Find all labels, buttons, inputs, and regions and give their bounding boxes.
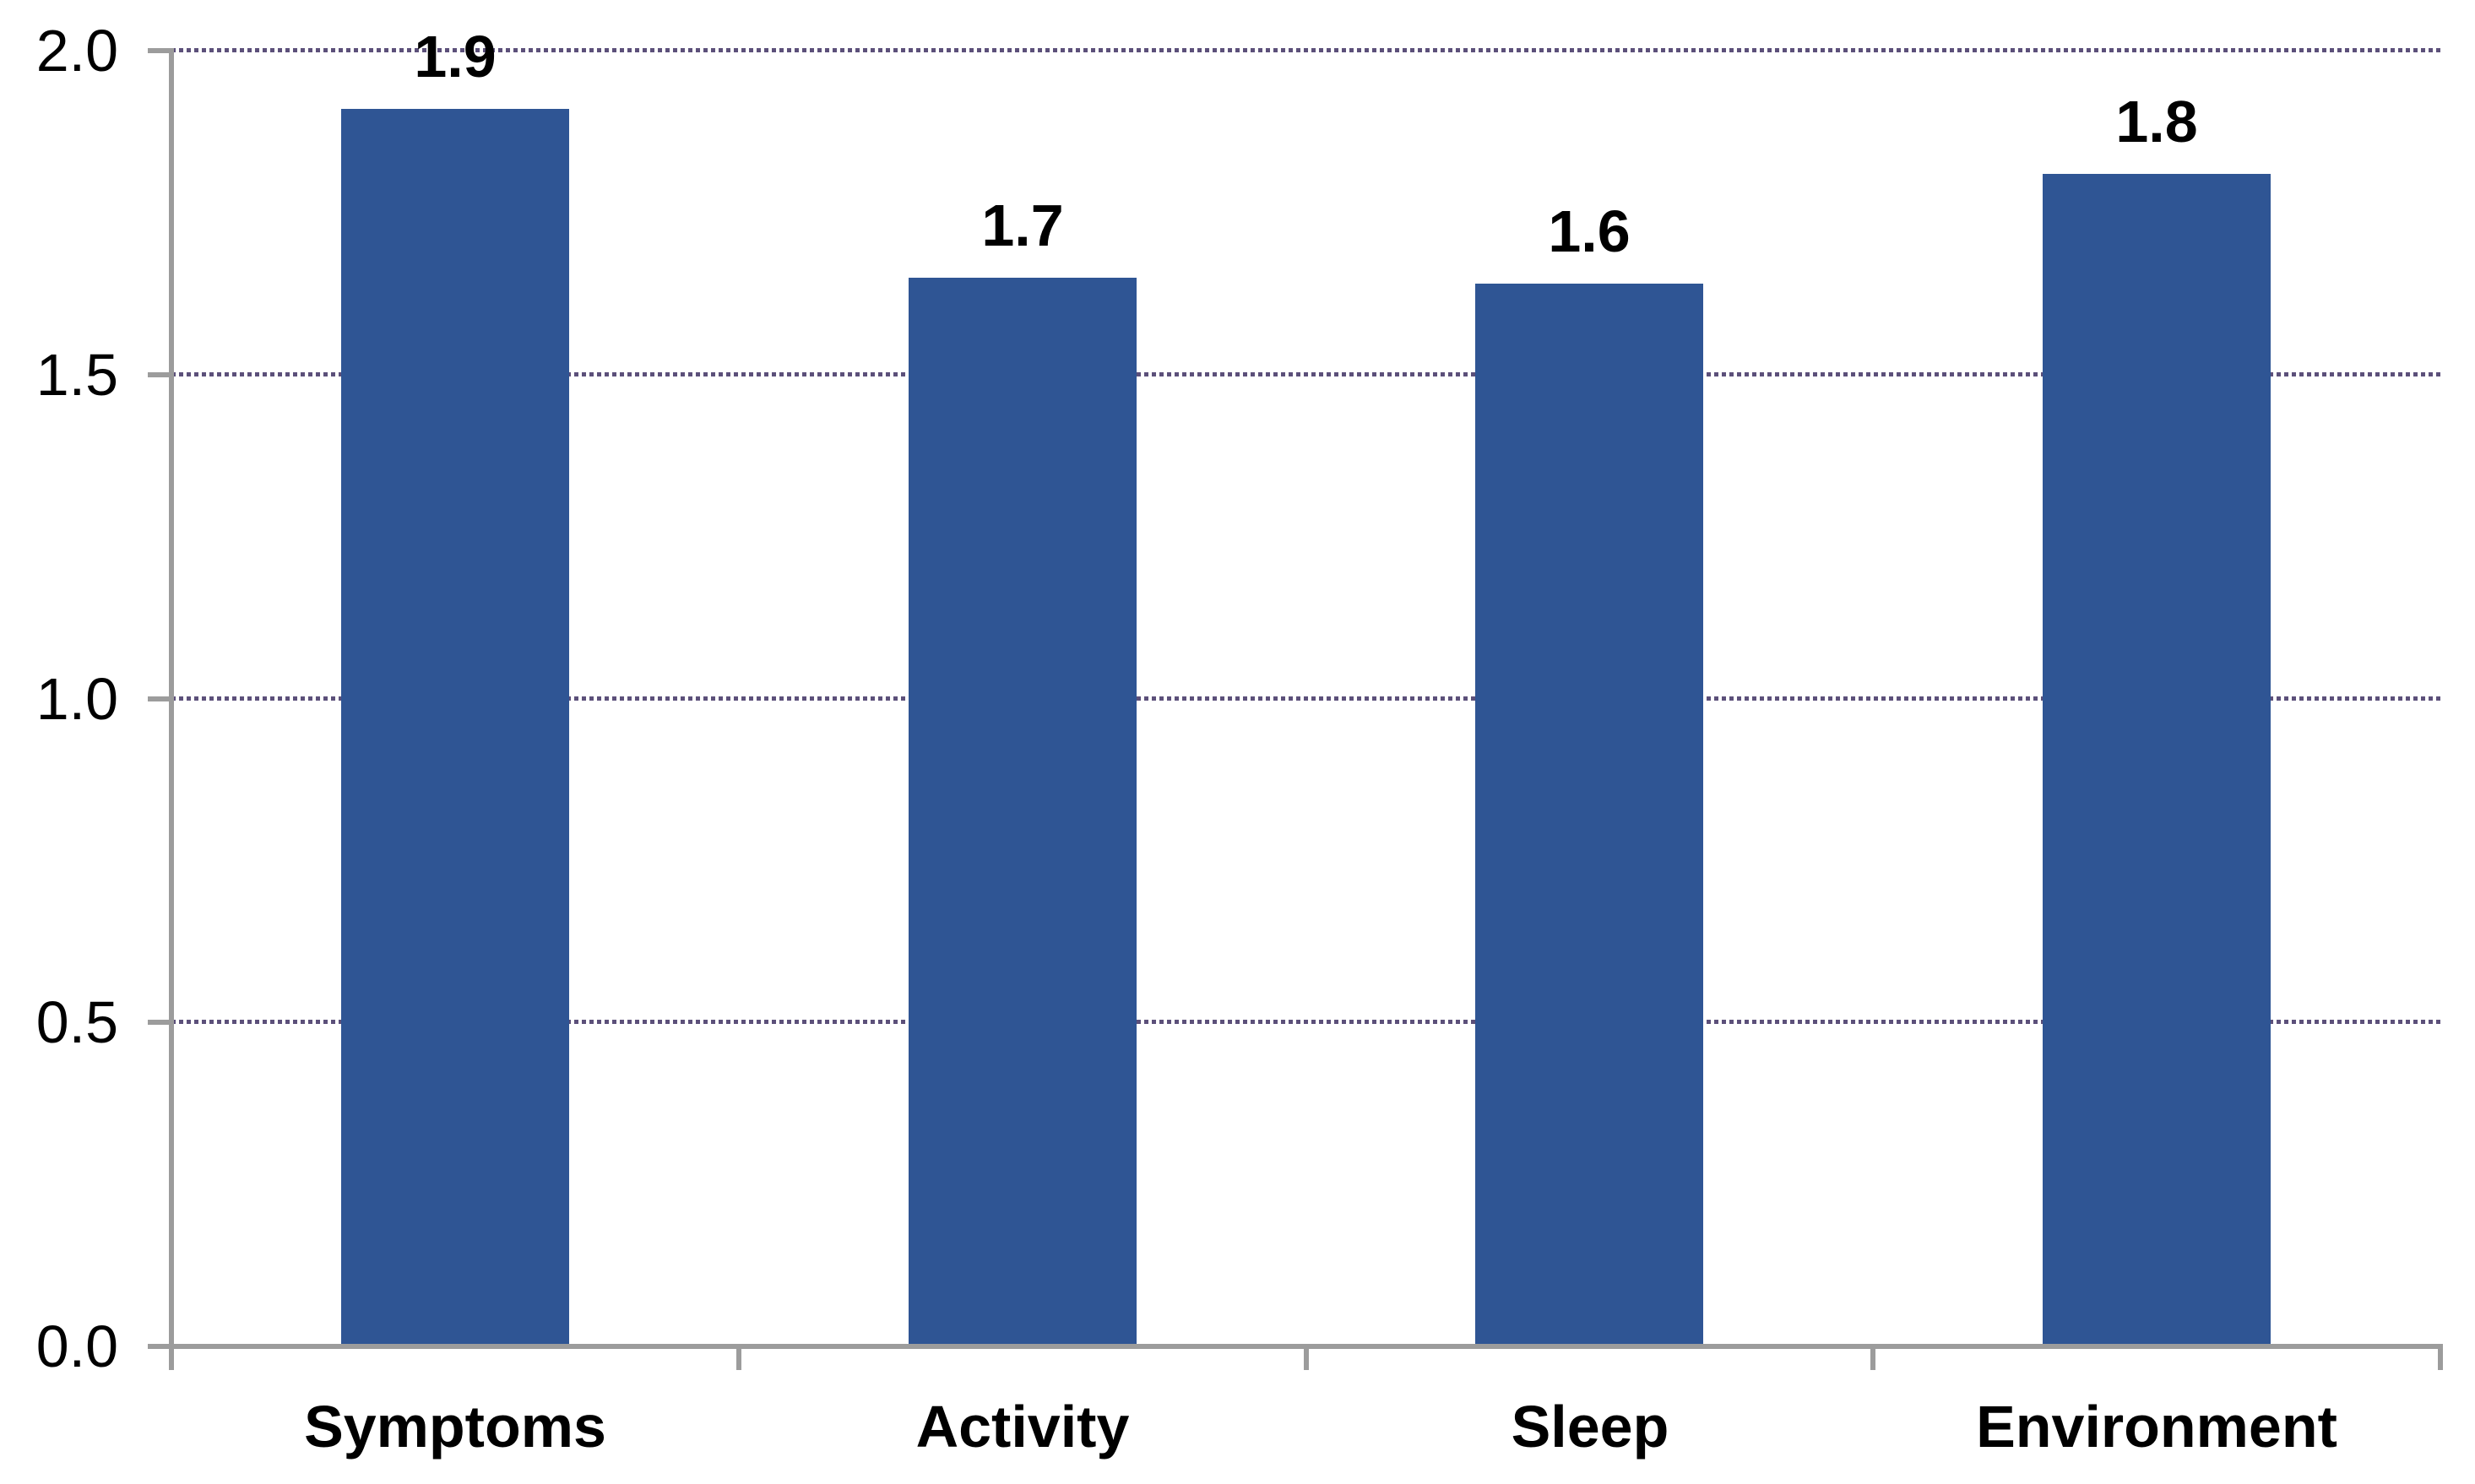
gridline [171, 1020, 2440, 1025]
y-axis-tick [148, 696, 171, 701]
x-axis-tick [2438, 1346, 2443, 1370]
y-axis-line [169, 48, 174, 1370]
bar-value-label: 1.7 [981, 192, 1064, 258]
bar-symptoms [341, 109, 569, 1346]
y-axis-tick-label: 2.0 [35, 18, 118, 84]
bar-sleep [1475, 284, 1703, 1346]
y-axis-tick [148, 48, 171, 53]
gridline [171, 696, 2440, 701]
y-axis-tick-label: 1.5 [35, 341, 118, 408]
category-axis-label: Activity [915, 1394, 1130, 1460]
category-axis-label: Symptoms [304, 1394, 606, 1460]
x-axis-tick [736, 1346, 741, 1370]
bar-value-label: 1.9 [414, 24, 497, 89]
x-axis-tick [1304, 1346, 1309, 1370]
y-axis-tick [148, 371, 171, 377]
x-axis-tick [1870, 1346, 1875, 1370]
gridline [171, 371, 2440, 376]
category-axis-label: Environment [1976, 1394, 2337, 1460]
bar-value-label: 1.8 [2115, 89, 2198, 154]
y-axis-tick [148, 1020, 171, 1026]
y-axis-tick-label: 1.0 [35, 665, 118, 732]
bar-value-label: 1.6 [1548, 198, 1631, 264]
gridline [171, 48, 2440, 52]
y-axis-tick-label: 0.0 [35, 1313, 118, 1379]
y-axis-tick-label: 0.5 [35, 989, 118, 1056]
bar-environment [2043, 174, 2271, 1346]
bar-activity [909, 278, 1137, 1346]
x-axis-line [148, 1344, 2443, 1349]
category-axis-label: Sleep [1511, 1394, 1669, 1460]
